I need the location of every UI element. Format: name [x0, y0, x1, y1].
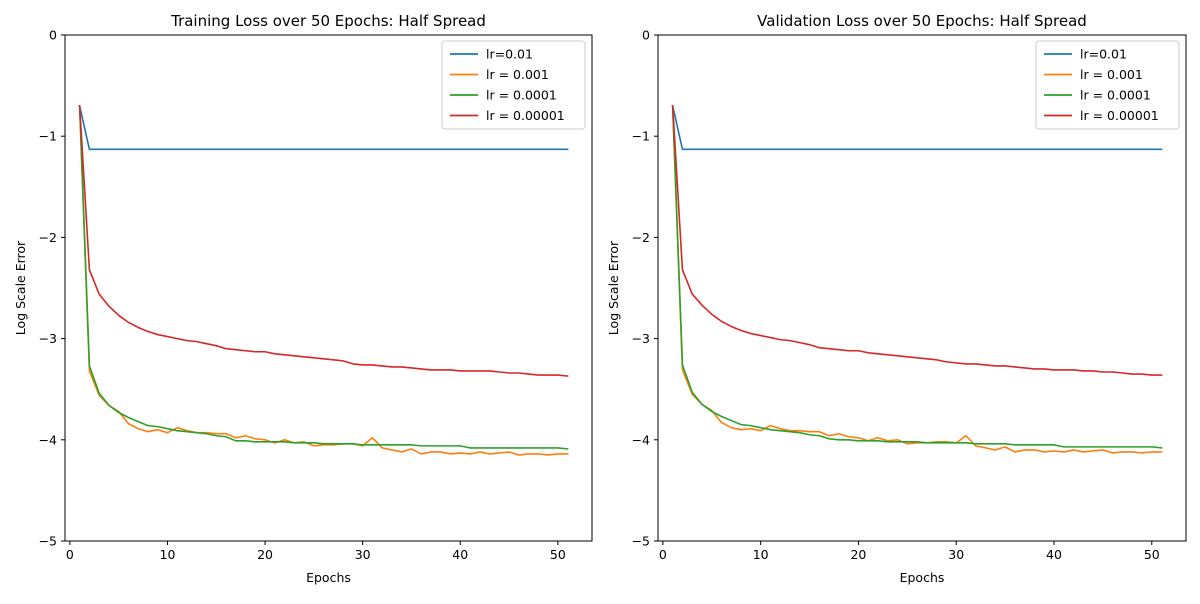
legend-label-2: lr = 0.001 [1080, 67, 1143, 82]
x-tick-label: 30 [355, 547, 371, 562]
x-tick-label: 20 [257, 547, 273, 562]
legend: lr=0.01 lr = 0.001 lr = 0.0001 lr = 0.00001 [1035, 40, 1180, 130]
series-line-2 [78, 105, 569, 456]
y-axis-label: Log Scale Error [606, 240, 621, 335]
legend: lr=0.01 lr = 0.001 lr = 0.0001 lr = 0.00001 [441, 40, 586, 130]
legend-box [441, 40, 586, 130]
x-tick-label: 10 [753, 547, 769, 562]
y-tick-label: −3 [39, 331, 57, 346]
y-tick-label: −3 [632, 331, 650, 346]
x-tick-label: 0 [66, 547, 74, 562]
chart-1: 0 10 20 30 40 50 0 −1 −2 −3 −4 −5 Training Loss over… [13, 12, 593, 585]
x-tick-label: 0 [659, 547, 667, 562]
y-tick-label: −1 [39, 129, 57, 144]
chart-title: Validation Loss over 50 Epochs: Half Spr… [757, 12, 1087, 30]
series-line-4 [671, 104, 1163, 376]
y-tick-label: −5 [39, 534, 57, 549]
x-axis-label: Epochs [306, 570, 351, 585]
y-tick-label: −4 [632, 432, 650, 447]
y-tick-label: 0 [49, 28, 57, 43]
x-tick-label: 40 [452, 547, 468, 562]
chart-title: Training Loss over 50 Epochs: Half Sprea… [170, 12, 486, 30]
series-line-2 [671, 105, 1163, 454]
x-tick-label: 40 [1046, 547, 1062, 562]
x-tick-label: 10 [160, 547, 176, 562]
legend-label-4: lr = 0.00001 [486, 108, 565, 123]
y-tick-label: −5 [632, 534, 650, 549]
y-tick-label: −2 [632, 230, 650, 245]
series-line-1 [78, 104, 569, 151]
x-tick-label: 50 [1144, 547, 1160, 562]
x-tick-label: 50 [550, 547, 566, 562]
x-axis-label: Epochs [900, 570, 945, 585]
chart-2: 0 10 20 30 40 50 0 −1 −2 −3 −4 −5 Validation Loss ov… [606, 12, 1187, 585]
legend-label-1: lr=0.01 [486, 47, 533, 62]
series-line-1 [671, 104, 1163, 151]
legend-label-4: lr = 0.00001 [1080, 108, 1159, 123]
y-tick-label: −1 [632, 129, 650, 144]
legend-label-1: lr=0.01 [1080, 47, 1127, 62]
y-axis-label: Log Scale Error [13, 240, 28, 335]
x-tick-label: 20 [850, 547, 866, 562]
plot-frame [64, 34, 593, 542]
series-line-4 [78, 104, 569, 377]
legend-label-2: lr = 0.001 [486, 67, 549, 82]
y-tick-label: −2 [39, 230, 57, 245]
legend-box [1035, 40, 1180, 130]
y-tick-label: −4 [39, 432, 57, 447]
legend-label-3: lr = 0.0001 [1080, 88, 1151, 103]
legend-label-3: lr = 0.0001 [486, 88, 557, 103]
series-line-3 [671, 105, 1163, 449]
x-tick-label: 30 [948, 547, 964, 562]
y-tick-label: 0 [642, 28, 650, 43]
series-line-3 [78, 105, 569, 450]
plot-frame [657, 34, 1187, 542]
